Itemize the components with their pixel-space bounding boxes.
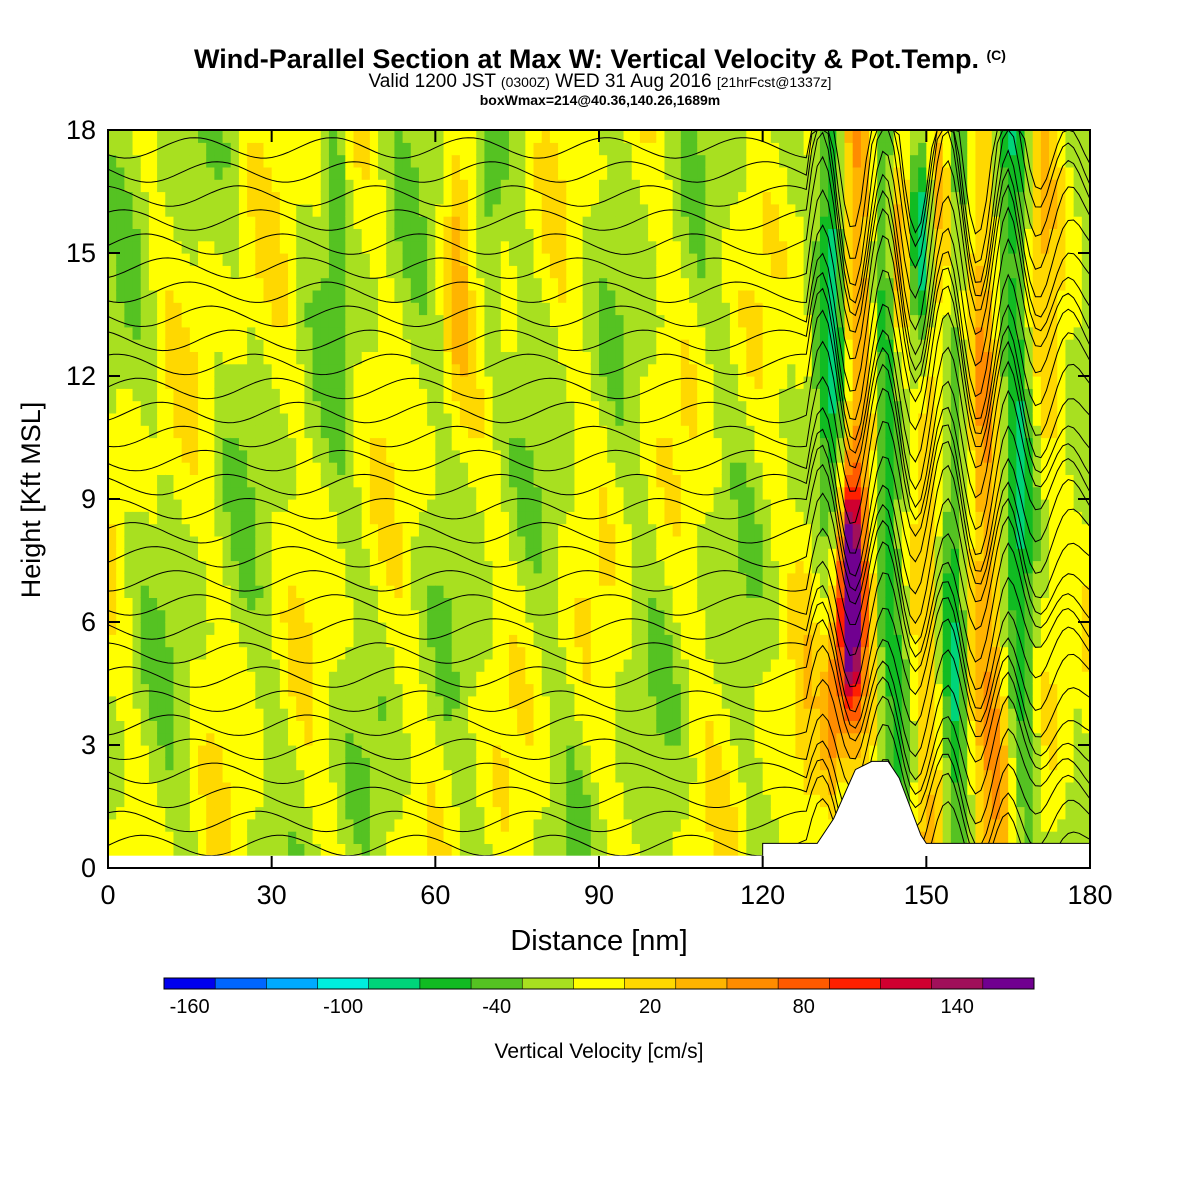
colorbar-swatch (624, 978, 677, 989)
y-tick-label: 9 (81, 484, 96, 514)
x-axis: 0 30 60 90 120 150 180 (100, 130, 1113, 910)
colorbar-tick-label: -40 (482, 996, 511, 1018)
colorbar-frame (163, 977, 1035, 990)
colorbar-tick-label: 140 (941, 996, 974, 1018)
theta-contour-line (107, 183, 1091, 356)
x-tick-label: 150 (904, 880, 949, 910)
theta-contour-line (107, 285, 1091, 441)
box-info: boxWmax=214@40.36,140.26,1689m (479, 92, 721, 108)
theta-contour-line (107, 235, 1091, 398)
theta-contour-line (108, 440, 1091, 577)
theta-contour-line (107, 130, 1091, 304)
theta-contour-line (107, 492, 1091, 625)
theta-contour-line (107, 644, 1091, 758)
theta-contour-line (107, 671, 1091, 781)
theta-contour-line (107, 724, 1091, 825)
colorbar-swatch (471, 978, 523, 989)
theta-contour-line (107, 387, 1091, 531)
y-axis: 0 3 6 9 12 15 18 (66, 115, 1090, 883)
colorbar-swatch (675, 978, 728, 989)
theta-contour-line (107, 463, 1091, 595)
colorbar-swatch (982, 978, 1035, 989)
colorbar-swatch (829, 978, 881, 989)
colorbar-swatch (522, 978, 574, 989)
x-tick-label: 120 (740, 880, 785, 910)
colorbar-tick-label: 20 (639, 996, 661, 1018)
y-tick-label: 18 (66, 115, 96, 145)
x-tick-label: 180 (1067, 880, 1112, 910)
theta-contour-line (107, 597, 1091, 713)
theta-contours (107, 129, 1091, 857)
theta-contour-line (107, 420, 1091, 556)
y-tick-label: 15 (66, 238, 96, 268)
colorbar-swatch (778, 978, 830, 989)
x-tick-label: 30 (257, 880, 287, 910)
theta-contour-line (107, 753, 1091, 848)
colorbar-swatch (368, 978, 421, 989)
chart-subtitle: Valid 1200 JST (0300Z) WED 31 Aug 2016 [… (368, 71, 832, 92)
chart-title: Wind-Parallel Section at Max W: Vertical… (194, 44, 1006, 74)
colorbar-swatch (880, 978, 933, 989)
colorbar-swatch (266, 978, 319, 989)
y-tick-label: 6 (81, 607, 96, 637)
x-axis-label: Distance [nm] (510, 925, 687, 957)
y-tick-label: 0 (81, 853, 96, 883)
colorbar-swatch (726, 978, 779, 989)
theta-contour-line (107, 129, 1091, 286)
theta-contour-line (107, 340, 1091, 491)
theta-contour-line (107, 515, 1091, 645)
colorbar-swatch (573, 978, 626, 989)
x-tick-label: 0 (100, 880, 115, 910)
x-tick-label: 90 (584, 880, 614, 910)
colorbar-swatch (419, 978, 472, 989)
theta-contour-line (107, 541, 1091, 663)
theta-contour-line (107, 360, 1091, 509)
colorbar-tick-label: -160 (170, 996, 210, 1018)
y-tick-label: 12 (66, 361, 96, 391)
colorbar-label: Vertical Velocity [cm/s] (495, 1040, 704, 1063)
colorbar-swatch (317, 978, 370, 989)
theta-contour-line (107, 206, 1091, 372)
colorbar-swatch (931, 978, 984, 989)
colorbar-swatch (215, 978, 267, 989)
forecast-info: [21hrFcst@1337z] (716, 74, 832, 90)
valid-utc: (0300Z) (500, 74, 550, 90)
theta-contour-line (107, 695, 1091, 796)
colorbar-tick-label: 80 (793, 996, 815, 1018)
y-axis-label: Height [Kft MSL] (16, 402, 46, 599)
theta-contour-line (107, 772, 1091, 857)
title-mark: (C) (986, 47, 1006, 63)
theta-contour-line (107, 267, 1091, 421)
x-tick-label: 60 (420, 880, 450, 910)
colorbar-swatch (164, 978, 216, 989)
theta-contour-line (107, 618, 1091, 729)
theta-contour-line (107, 572, 1091, 691)
theta-contour-line (107, 309, 1091, 463)
colorbar-tick-label: -100 (323, 996, 363, 1018)
theta-contour-line (107, 155, 1091, 331)
colorbar: -160 -100 -40 20 80 140 (163, 977, 1035, 1018)
y-tick-label: 3 (81, 730, 96, 760)
terrain-profile (762, 760, 1091, 869)
theta-contour-line (107, 129, 1091, 264)
